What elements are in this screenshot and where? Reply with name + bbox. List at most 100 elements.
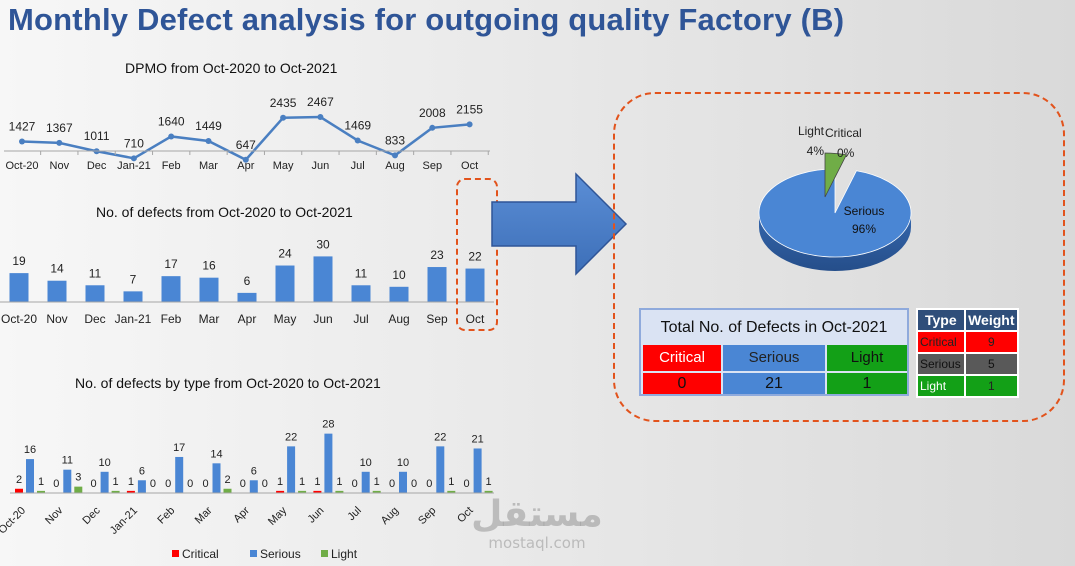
type-data-label: 6	[139, 465, 145, 477]
dpmo-data-label: 1427	[9, 119, 36, 133]
dpmo-point	[429, 124, 436, 131]
defects-by-type-chart: 2161Oct-200113Nov0101Dec160Jan-210170Feb…	[0, 419, 494, 561]
dpmo-data-label: 710	[124, 136, 144, 150]
legend-label-light: Light	[331, 547, 358, 561]
defects-data-label: 30	[316, 237, 330, 251]
dpmo-point	[242, 156, 249, 163]
weight-value-serious: 5	[963, 352, 1020, 376]
defects-data-label: 23	[430, 248, 444, 262]
type-tick-label: Oct-20	[0, 505, 28, 537]
defects-data-label: 14	[50, 262, 64, 276]
defects-tick-label: May	[274, 312, 297, 326]
defects-tick-label: Feb	[161, 312, 182, 326]
dpmo-chart-title: DPMO from Oct-2020 to Oct-2021	[125, 60, 338, 76]
type-data-label: 1	[277, 476, 283, 488]
type-data-label: 1	[314, 476, 320, 488]
arrow-shape	[491, 172, 628, 276]
defects-data-label: 16	[202, 259, 216, 273]
type-tick-label: Jan-21	[108, 505, 140, 537]
type-tick-label: Feb	[155, 505, 177, 527]
dpmo-data-label: 1011	[84, 129, 110, 143]
legend-swatch-light	[321, 550, 328, 557]
defects-bar	[389, 286, 409, 302]
defects-bar-chart: 19 Oct-20 14 Nov 11 Dec 7 Jan-21 17 Feb 16 Mar 6 Apr 2…	[0, 237, 494, 326]
type-data-label: 14	[210, 448, 222, 460]
pie-slice-light	[824, 152, 848, 198]
defects-bar	[313, 256, 333, 302]
type-bar-serious	[436, 446, 445, 493]
type-data-label: 0	[411, 478, 417, 490]
type-data-label: 2	[224, 474, 230, 486]
dpmo-data-label: 1367	[46, 121, 73, 135]
defects-bar	[161, 276, 181, 302]
watermark-latin: mostaql.com	[488, 534, 586, 552]
watermark-arabic: مستقل	[471, 494, 603, 535]
defects-bar	[275, 265, 295, 302]
type-data-label: 10	[98, 457, 110, 469]
type-data-label: 16	[24, 444, 36, 456]
dpmo-data-label: 2435	[270, 96, 297, 110]
defects-data-label: 11	[89, 266, 102, 280]
pie-chart: Light 4%Critical 0% Serious 96%	[758, 124, 912, 271]
defects-data-label: 22	[468, 250, 482, 264]
dpmo-point	[205, 137, 212, 144]
summary-title: Total No. of Defects in Oct-2021	[660, 319, 888, 336]
oct-summary-panel	[613, 92, 1065, 422]
summary-header-light: Light	[827, 345, 907, 371]
type-bar-light	[74, 486, 83, 493]
type-bar-serious	[361, 471, 370, 493]
defects-bar	[199, 277, 219, 302]
defects-data-label: 11	[355, 266, 368, 280]
type-bar-light	[111, 490, 120, 493]
dpmo-point	[466, 121, 473, 128]
type-tick-label: Jul	[345, 505, 363, 523]
type-tick-label: Jun	[305, 505, 326, 526]
defects-tick-label: Jan-21	[115, 312, 152, 326]
dpmo-point	[354, 137, 361, 144]
dpmo-data-label: 1469	[344, 118, 371, 132]
type-bar-critical	[15, 488, 23, 493]
dpmo-tick-label: Jul	[351, 160, 365, 172]
defects-bar	[237, 292, 257, 302]
type-tick-label: Nov	[43, 504, 66, 527]
type-data-label: 0	[165, 478, 171, 490]
defects-tick-label: Apr	[238, 312, 257, 326]
type-tick-label: Apr	[231, 504, 252, 525]
defects-tick-label: Oct	[466, 312, 485, 326]
type-bar-serious	[63, 469, 72, 493]
type-chart-title: No. of defects by type from Oct-2020 to …	[75, 375, 381, 391]
type-data-label: 17	[173, 442, 185, 454]
dpmo-data-label: 1640	[158, 114, 185, 128]
dpmo-point	[317, 114, 324, 121]
dpmo-line-chart: 1427 1367 1011 710 1640 1449 647 2435 2467 1469 83…	[4, 95, 490, 172]
dpmo-point	[168, 133, 175, 140]
dpmo-tick-label: Jan-21	[117, 160, 151, 172]
type-tick-label: May	[266, 504, 290, 528]
weight-header-type: Type	[916, 308, 966, 332]
defects-chart-title: No. of defects from Oct-2020 to Oct-2021	[96, 204, 353, 220]
dpmo-point	[280, 114, 287, 121]
pie-label-critical: Critical	[825, 126, 862, 140]
dpmo-tick-label: Aug	[385, 160, 405, 172]
defects-tick-label: Mar	[199, 312, 220, 326]
type-bar-light	[335, 490, 344, 493]
dpmo-point	[56, 139, 63, 146]
defects-data-label: 19	[12, 254, 26, 268]
type-data-label: 11	[62, 455, 73, 467]
type-data-label: 10	[360, 457, 372, 469]
type-data-label: 28	[322, 419, 334, 431]
type-data-label: 0	[426, 478, 432, 490]
defects-tick-label: Jul	[353, 312, 368, 326]
summary-value-light: 1	[827, 373, 907, 394]
type-bar-serious	[287, 446, 296, 493]
dpmo-tick-label: Dec	[87, 160, 107, 172]
type-bar-critical	[126, 490, 135, 493]
dpmo-data-label: 833	[385, 133, 405, 147]
type-bar-light	[223, 488, 232, 493]
type-bar-serious	[26, 459, 34, 493]
type-bar-serious	[249, 480, 258, 493]
dpmo-tick-label: Nov	[50, 160, 70, 172]
type-data-label: 0	[240, 478, 246, 490]
defects-bar	[9, 273, 29, 302]
summary-value-critical: 0	[643, 373, 721, 394]
